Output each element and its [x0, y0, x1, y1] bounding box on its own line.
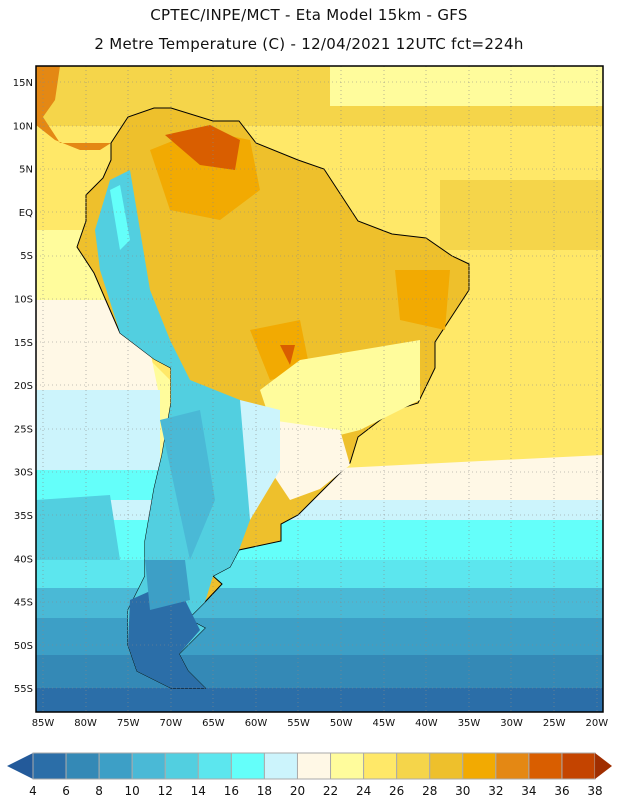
map-frame	[35, 65, 604, 713]
lat-label: 55S	[14, 684, 33, 695]
lon-label: 60W	[245, 718, 268, 729]
colorbar-label: 18	[257, 784, 272, 798]
colorbar-swatch	[65, 752, 100, 780]
colorbar-swatch	[296, 752, 332, 780]
lat-label: 10N	[13, 121, 33, 132]
colorbar-label: 36	[554, 784, 569, 798]
longitude-labels: 85W 80W 75W 70W 65W 60W 55W 50W 45W 40W 35W 30W 25W 2…	[32, 718, 609, 729]
colorbar-swatch	[98, 752, 133, 780]
colorbar-label: 4	[29, 784, 37, 798]
colorbar-swatch	[429, 752, 464, 780]
colorbar-label: 8	[95, 784, 103, 798]
colorbar-swatch	[263, 752, 298, 780]
colorbar-swatch	[495, 752, 530, 780]
lon-label: 45W	[372, 718, 395, 729]
lon-label: 55W	[287, 718, 310, 729]
colorbar-swatch	[32, 752, 67, 780]
lat-label: 5S	[20, 251, 33, 262]
lat-label: 10S	[14, 295, 33, 306]
lon-label: 35W	[458, 718, 481, 729]
lon-label: 75W	[117, 718, 140, 729]
map-title: CPTEC/INPE/MCT - Eta Model 15km - GFS	[150, 6, 468, 24]
lon-label: 80W	[74, 718, 97, 729]
latitude-labels: 15N 10N 5N EQ 5S 10S 15S 20S 25S 30S 35S 40S 45S 50S 5…	[13, 78, 33, 695]
colorbar-swatch	[197, 752, 232, 780]
colorbar-label: 30	[455, 784, 470, 798]
colorbar-label: 26	[389, 784, 404, 798]
map-subtitle: 2 Metre Temperature (C) - 12/04/2021 12U…	[94, 35, 524, 53]
lat-label: 40S	[14, 554, 33, 565]
colorbar-swatch	[330, 752, 365, 780]
colorbar-label: 6	[62, 784, 70, 798]
colorbar-swatch	[396, 752, 431, 780]
lat-label: EQ	[19, 208, 33, 219]
colorbar-label: 16	[224, 784, 239, 798]
colorbar-label: 24	[356, 784, 371, 798]
lat-label: 50S	[14, 641, 33, 652]
colorbar-swatch	[230, 752, 265, 780]
colorbar: 4 6 8 10 12 14 16 18 20 22 24 26 28 30 32 34 36 38	[7, 752, 612, 798]
lon-label: 40W	[415, 718, 438, 729]
lon-label: 20W	[585, 718, 608, 729]
lat-label: 25S	[14, 424, 33, 435]
colorbar-label: 32	[488, 784, 503, 798]
lat-label: 45S	[14, 598, 33, 609]
lat-label: 5N	[19, 165, 33, 176]
lon-label: 70W	[159, 718, 182, 729]
gridlines	[36, 66, 603, 712]
colorbar-swatch	[164, 752, 199, 780]
lon-label: 25W	[543, 718, 566, 729]
colorbar-label: 14	[191, 784, 206, 798]
colorbar-label: 38	[587, 784, 602, 798]
colorbar-label: 20	[290, 784, 305, 798]
lat-label: 15N	[13, 78, 33, 89]
colorbar-under-arrow	[7, 753, 33, 779]
colorbar-label: 28	[422, 784, 437, 798]
colorbar-label: 10	[125, 784, 140, 798]
map-field	[36, 66, 603, 712]
colorbar-label: 34	[521, 784, 536, 798]
lat-label: 15S	[14, 338, 33, 349]
colorbar-swatch	[462, 752, 497, 780]
colorbar-label: 12	[158, 784, 173, 798]
colorbar-swatch	[363, 752, 398, 780]
lon-label: 50W	[330, 718, 353, 729]
colorbar-over-arrow	[595, 753, 612, 779]
lat-label: 20S	[14, 381, 33, 392]
lat-label: 30S	[14, 468, 33, 479]
lon-label: 30W	[500, 718, 523, 729]
lon-label: 65W	[202, 718, 225, 729]
colorbar-swatch	[528, 752, 563, 780]
lon-label: 85W	[32, 718, 55, 729]
colorbar-label: 22	[323, 784, 338, 798]
lat-label: 35S	[14, 511, 33, 522]
colorbar-swatch	[131, 752, 166, 780]
colorbar-swatch	[561, 752, 596, 780]
